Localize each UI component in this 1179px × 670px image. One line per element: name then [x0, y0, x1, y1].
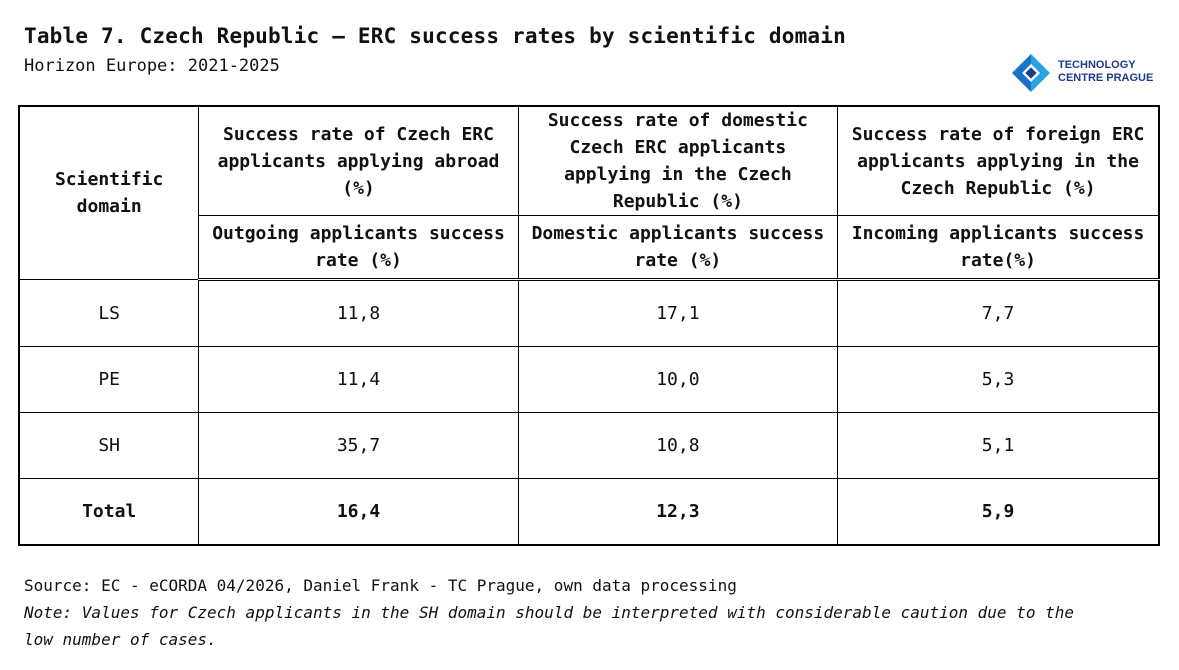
source-note: Source: EC - eCORDA 04/2026, Daniel Fran…: [24, 576, 737, 595]
outgoing-value-cell: 35,7: [198, 412, 519, 479]
outgoing-value-cell: 11,8: [198, 279, 519, 347]
domain-cell: PE: [18, 346, 200, 413]
incoming-total-cell: 5,9: [837, 478, 1160, 546]
domestic-value-cell: 10,0: [517, 346, 839, 413]
domestic-column-header: Success rate of domestic Czech ERC appli…: [517, 105, 839, 216]
domain-column-header: Scientific domain: [18, 105, 200, 280]
table-row-ls: LS 11,8 17,1 7,7: [18, 279, 1160, 347]
success-rate-table: Scientific domain Success rate of Czech …: [18, 105, 1160, 546]
outgoing-column-subheader: Outgoing applicants success rate (%): [198, 215, 519, 281]
logo: TECHNOLOGY CENTRE PRAGUE: [1010, 52, 1160, 96]
incoming-column-header: Success rate of foreign ERC applicants a…: [837, 105, 1160, 216]
table-row-pe: PE 11,4 10,0 5,3: [18, 346, 1160, 413]
domestic-value-cell: 17,1: [517, 279, 839, 347]
domain-cell: LS: [18, 279, 200, 347]
domestic-column-subheader: Domestic applicants success rate (%): [517, 215, 839, 281]
incoming-value-cell: 5,1: [837, 412, 1160, 479]
header-row: Scientific domain Success rate of Czech …: [18, 105, 1160, 280]
table-row-total: Total 16,4 12,3 5,9: [18, 478, 1160, 546]
caution-note: Note: Values for Czech applicants in the…: [24, 603, 1074, 649]
subheader-row: Outgoing applicants success rate (%) Dom…: [19, 215, 1160, 281]
logo-text: TECHNOLOGY CENTRE PRAGUE: [1058, 59, 1153, 85]
outgoing-total-cell: 16,4: [198, 478, 519, 546]
logo-line-2: CENTRE PRAGUE: [1058, 72, 1154, 84]
table-row-sh: SH 35,7 10,8 5,1: [18, 412, 1160, 479]
incoming-value-cell: 7,7: [837, 279, 1160, 347]
page-subtitle: Horizon Europe: 2021-2025: [24, 56, 280, 76]
logo-mark-icon: [1012, 54, 1050, 92]
logo-line-1: TECHNOLOGY: [1058, 59, 1136, 71]
incoming-value-cell: 5,3: [837, 346, 1160, 413]
footer: Source: EC - eCORDA 04/2026, Daniel Fran…: [24, 572, 1104, 653]
total-label-cell: Total: [18, 478, 200, 546]
outgoing-value-cell: 11,4: [198, 346, 519, 413]
domestic-value-cell: 10,8: [517, 412, 839, 479]
outgoing-column-header: Success rate of Czech ERC applicants app…: [198, 105, 519, 216]
incoming-column-subheader: Incoming applicants success rate(%): [837, 215, 1160, 281]
domain-cell: SH: [18, 412, 200, 479]
domestic-total-cell: 12,3: [517, 478, 839, 546]
page-title: Table 7. Czech Republic – ERC success ra…: [24, 24, 846, 48]
